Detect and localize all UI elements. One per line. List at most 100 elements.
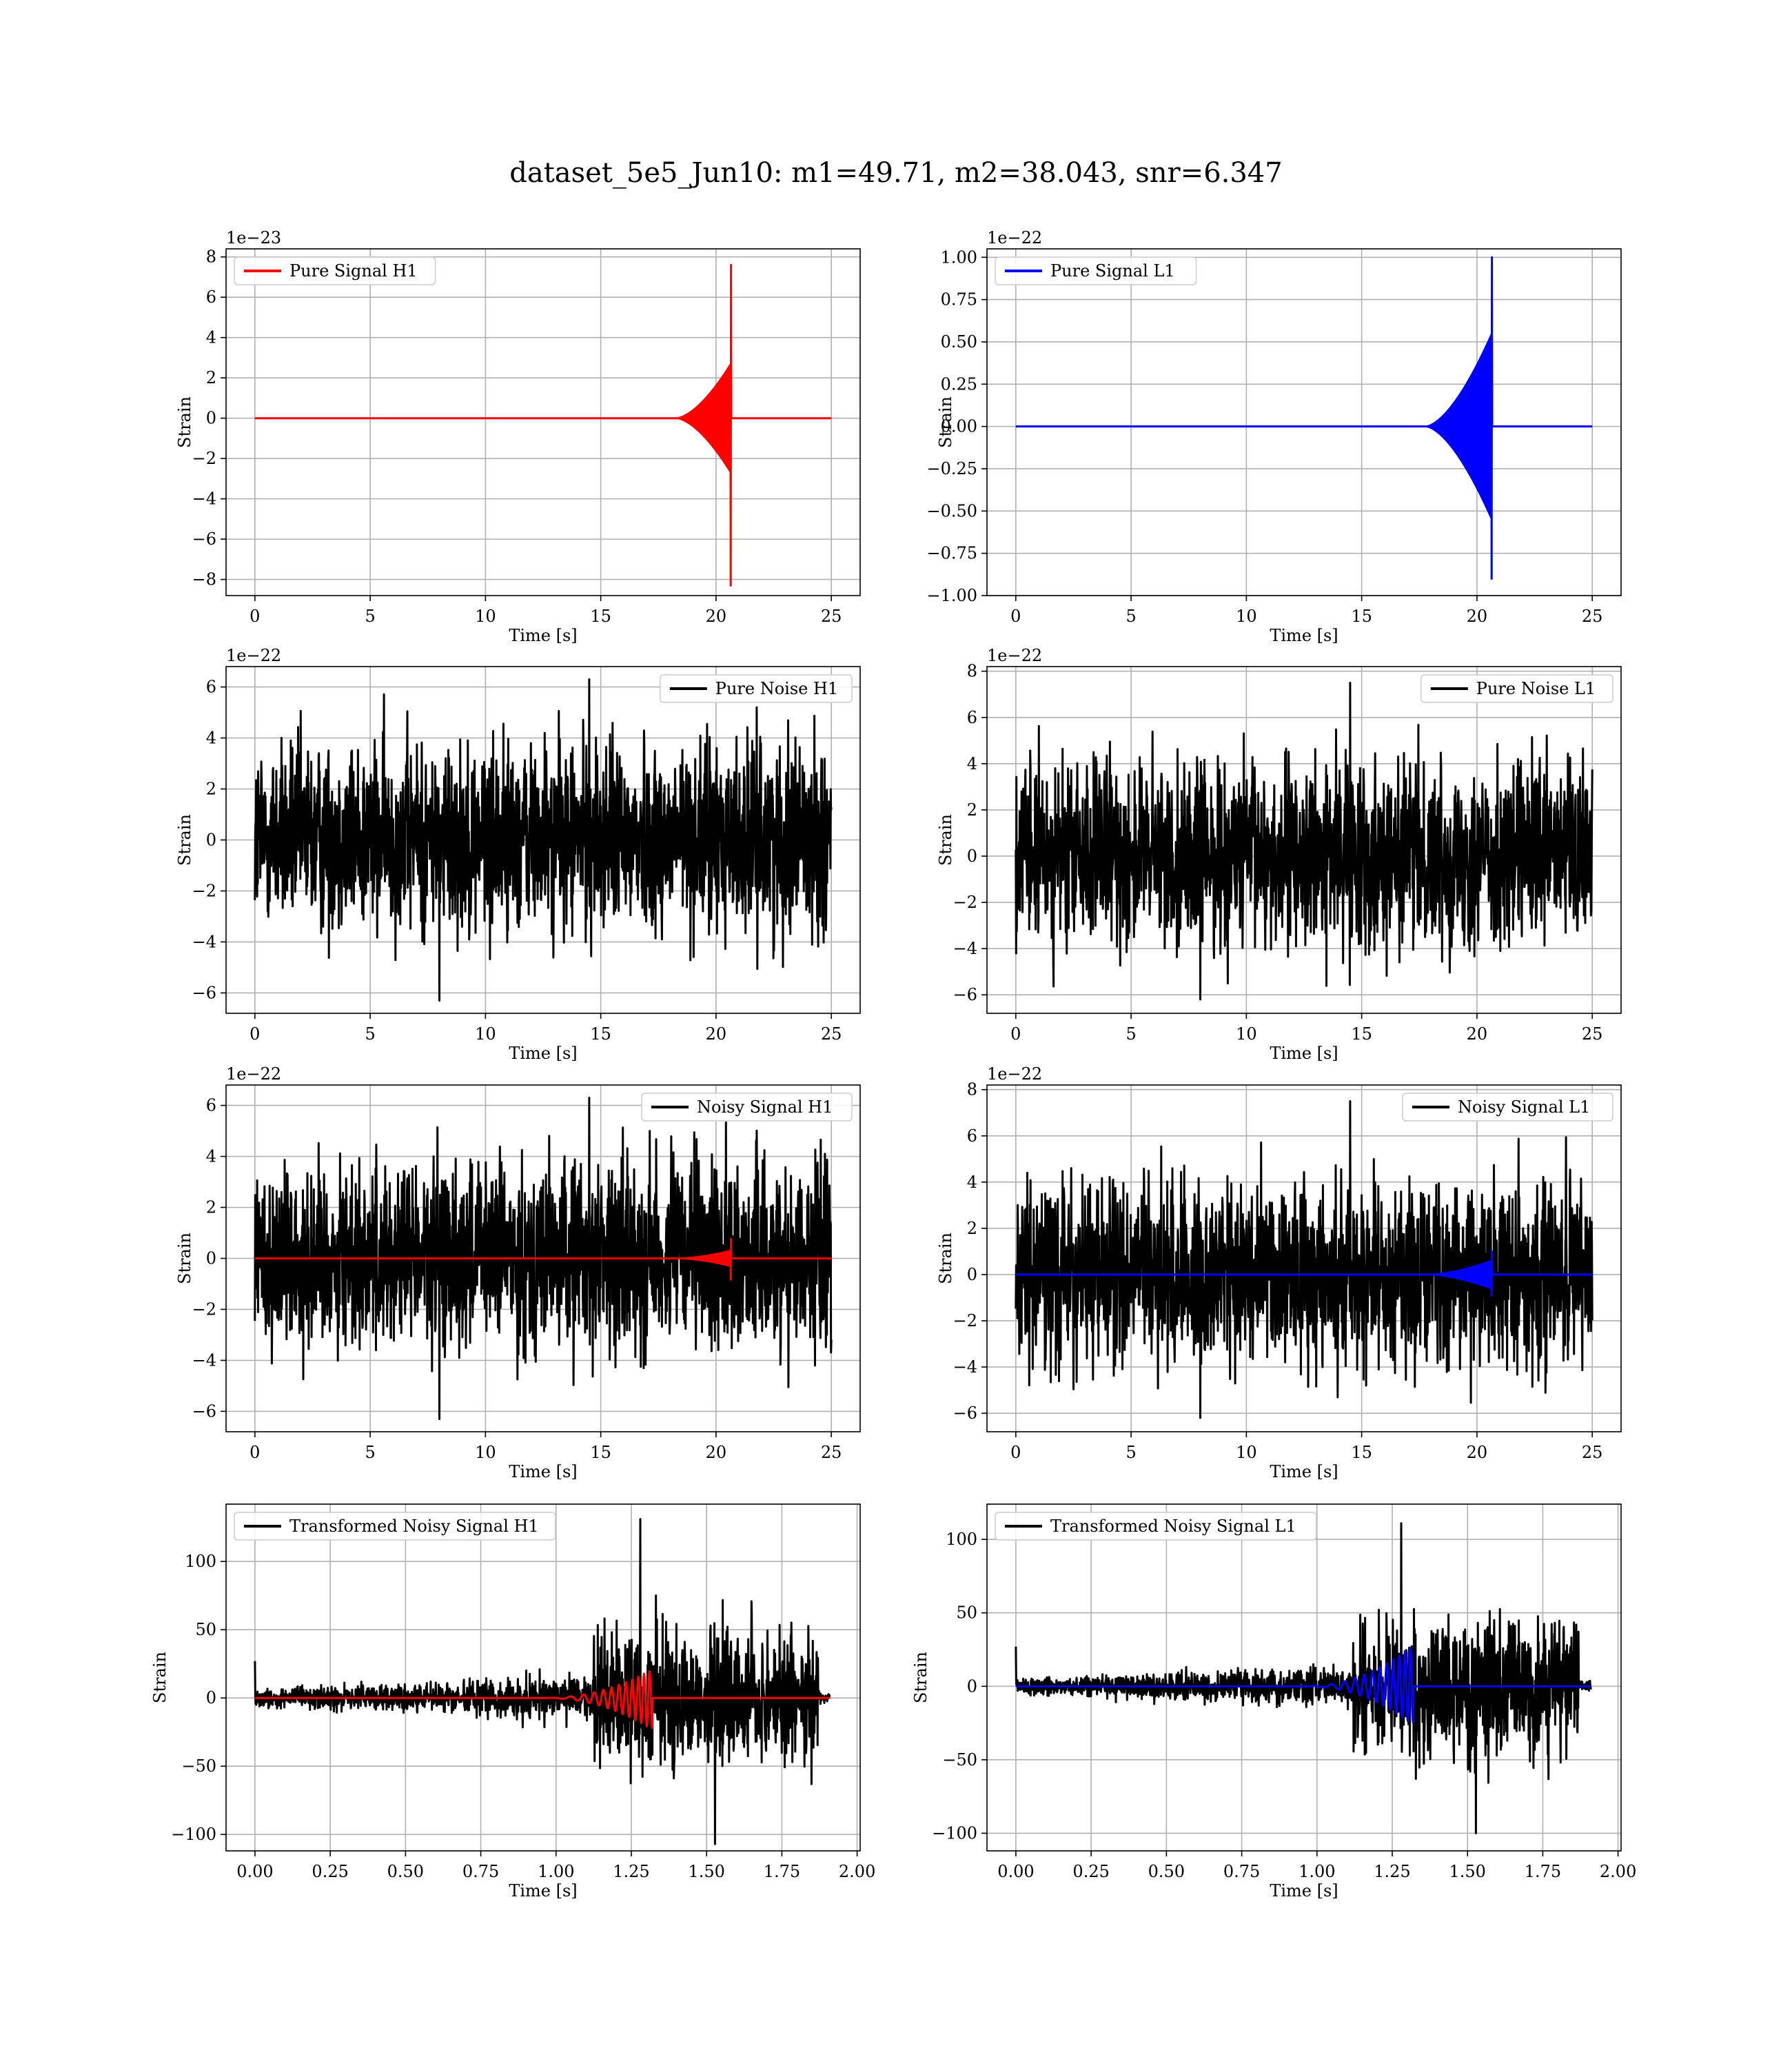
y-tick-label: −4 bbox=[192, 932, 216, 951]
series-line-1 bbox=[1015, 682, 1594, 1001]
y-tick-label: −50 bbox=[181, 1756, 216, 1776]
y-tick-label: 4 bbox=[967, 1173, 977, 1192]
y-tick-label: 0 bbox=[206, 831, 216, 850]
x-axis-label: Time [s] bbox=[509, 1881, 577, 1900]
subplot-7: 0.00 0.25 0.50 0.75 1.00 1.25 1.50 1.75 2.00 −100… bbox=[150, 1503, 875, 1900]
legend-box bbox=[995, 1512, 1317, 1541]
axes-frame bbox=[225, 1503, 861, 1852]
x-tick-label: 15 bbox=[1351, 1443, 1372, 1462]
y-tick-label: 0.25 bbox=[941, 374, 977, 394]
subplot-2: 0 5 10 15 20 25 −1.00 −0.75 −0.50 −0.25 0.00 0.25 0.… bbox=[926, 228, 1622, 645]
subplot-1: 0 5 10 15 20 25 −8 −6 −4 −2 0 2 4 6 8 Time [s] Strain 1e−… bbox=[175, 228, 861, 645]
y-tick-label: −0.50 bbox=[926, 501, 977, 520]
axes-frame bbox=[986, 1503, 1622, 1852]
x-tick-label: 1.00 bbox=[538, 1862, 574, 1881]
y-axis-label: Strain bbox=[175, 396, 194, 448]
x-tick-label: 0.00 bbox=[236, 1862, 273, 1881]
y-tick-label: −4 bbox=[953, 1357, 977, 1377]
x-tick-label: 1.00 bbox=[1299, 1862, 1335, 1881]
offset-text: 1e−22 bbox=[226, 646, 281, 665]
y-tick-label: 0 bbox=[967, 847, 977, 866]
x-tick-label: 1.50 bbox=[688, 1862, 724, 1881]
y-axis-label: Strain bbox=[175, 814, 194, 866]
y-tick-label: 0 bbox=[206, 1688, 216, 1707]
y-tick-label: 100 bbox=[946, 1530, 977, 1549]
legend-box bbox=[234, 1512, 556, 1541]
x-tick-label: 2.00 bbox=[1600, 1862, 1636, 1881]
x-tick-label: 0 bbox=[1010, 607, 1021, 626]
y-tick-label: 8 bbox=[967, 1080, 977, 1099]
y-tick-label: 6 bbox=[206, 287, 216, 307]
subplot-8: 0.00 0.25 0.50 0.75 1.00 1.25 1.50 1.75 2.00 −100… bbox=[911, 1503, 1636, 1900]
offset-text: 1e−22 bbox=[226, 1064, 281, 1084]
y-tick-label: 4 bbox=[206, 1147, 216, 1166]
legend-label: Transformed Noisy Signal H1 bbox=[289, 1517, 539, 1536]
y-tick-label: 0.50 bbox=[941, 332, 977, 352]
x-tick-label: 0.00 bbox=[997, 1862, 1034, 1881]
y-axis-label: Strain bbox=[936, 1233, 955, 1284]
y-tick-label: −2 bbox=[953, 893, 977, 912]
x-tick-label: 15 bbox=[590, 1024, 611, 1044]
series-line-1 bbox=[254, 1097, 833, 1420]
y-tick-label: 0 bbox=[967, 1265, 977, 1284]
offset-text: 1e−22 bbox=[987, 1064, 1042, 1084]
x-tick-label: 0 bbox=[1010, 1443, 1021, 1462]
x-tick-label: 25 bbox=[1582, 1024, 1603, 1044]
x-tick-label: 5 bbox=[365, 1024, 375, 1044]
y-tick-label: 0 bbox=[206, 1249, 216, 1268]
x-tick-label: 0.50 bbox=[387, 1862, 424, 1881]
legend-box bbox=[234, 256, 436, 285]
x-tick-label: 0.50 bbox=[1148, 1862, 1185, 1881]
series-line-2 bbox=[1015, 1646, 1592, 1724]
y-tick-label: 4 bbox=[206, 729, 216, 748]
y-tick-label: −4 bbox=[192, 489, 216, 509]
x-tick-label: 20 bbox=[706, 1024, 727, 1044]
legend: Noisy Signal H1 bbox=[641, 1093, 853, 1122]
x-tick-label: 1.25 bbox=[1374, 1862, 1410, 1881]
x-axis-label: Time [s] bbox=[1270, 1881, 1338, 1900]
x-tick-label: 25 bbox=[821, 1024, 842, 1044]
x-tick-label: 10 bbox=[475, 1443, 496, 1462]
legend-label: Pure Signal L1 bbox=[1050, 261, 1175, 281]
x-axis-label: Time [s] bbox=[1270, 1044, 1338, 1063]
x-tick-label: 15 bbox=[1351, 607, 1372, 626]
y-tick-label: 6 bbox=[206, 1096, 216, 1115]
series-line-2 bbox=[1015, 1250, 1594, 1297]
x-tick-label: 25 bbox=[821, 1443, 842, 1462]
series-line-1 bbox=[254, 1518, 831, 1845]
y-tick-label: −2 bbox=[953, 1311, 977, 1330]
x-tick-label: 15 bbox=[1351, 1024, 1372, 1044]
x-tick-label: 1.25 bbox=[613, 1862, 649, 1881]
legend-box bbox=[1402, 1093, 1613, 1122]
x-tick-label: 5 bbox=[365, 607, 375, 626]
offset-text: 1e−22 bbox=[987, 646, 1042, 665]
series-group bbox=[254, 1097, 833, 1420]
series-line-2 bbox=[254, 1670, 831, 1730]
x-axis-label: Time [s] bbox=[509, 1044, 577, 1063]
x-axis-label: Time [s] bbox=[509, 1462, 577, 1481]
x-tick-label: 2.00 bbox=[839, 1862, 875, 1881]
legend-box bbox=[641, 1093, 853, 1122]
y-tick-label: −6 bbox=[953, 1403, 977, 1423]
legend: Noisy Signal L1 bbox=[1402, 1093, 1613, 1122]
y-tick-label: −6 bbox=[192, 983, 216, 1002]
y-tick-label: −1.00 bbox=[926, 586, 977, 605]
series-group bbox=[1015, 256, 1594, 580]
series-line-1 bbox=[254, 678, 833, 1002]
y-tick-label: 6 bbox=[206, 678, 216, 697]
y-tick-label: 50 bbox=[195, 1620, 216, 1639]
x-tick-label: 5 bbox=[1126, 1024, 1136, 1044]
x-axis-label: Time [s] bbox=[1270, 626, 1338, 645]
y-tick-label: −100 bbox=[932, 1823, 977, 1843]
y-tick-label: −0.75 bbox=[926, 544, 977, 563]
axes-frame bbox=[986, 248, 1622, 596]
series-line-2 bbox=[254, 1237, 833, 1281]
x-tick-label: 0 bbox=[250, 1443, 260, 1462]
y-tick-label: 2 bbox=[967, 1219, 977, 1238]
y-tick-label: 1.00 bbox=[941, 247, 977, 267]
legend: Transformed Noisy Signal H1 bbox=[234, 1512, 556, 1541]
x-tick-label: 5 bbox=[1126, 1443, 1136, 1462]
axes-frame bbox=[225, 248, 861, 596]
y-tick-label: 0 bbox=[206, 409, 216, 428]
